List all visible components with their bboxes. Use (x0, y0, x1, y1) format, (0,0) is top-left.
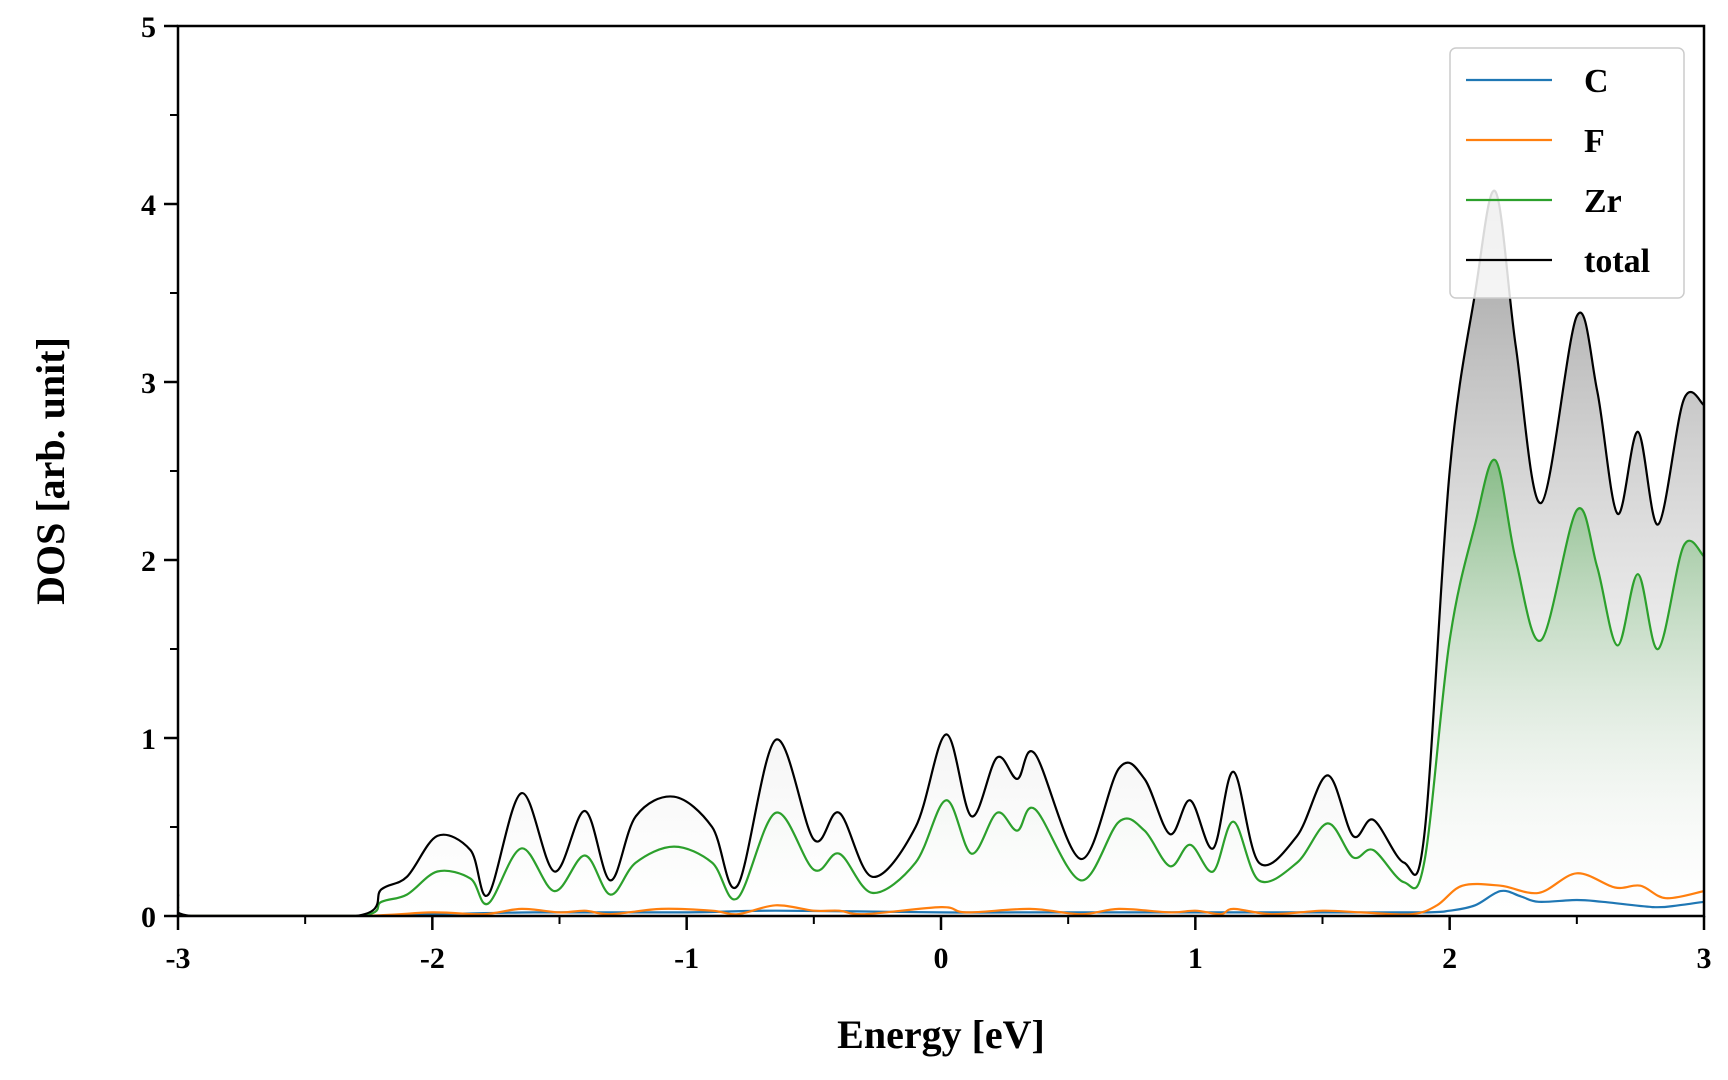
legend: CF Zr total (1449, 47, 1685, 299)
x-tick-label: 3 (1697, 942, 1712, 975)
y-tick-label: 0 (141, 901, 156, 934)
legend-label-f: F (1584, 123, 1605, 160)
area-fill-zr (178, 459, 1704, 916)
legend-label-c: C (1584, 63, 1609, 100)
series-line-f (178, 872, 1704, 916)
legend-label-zr: Zr (1584, 183, 1622, 220)
y-axis-title: DOS [arb. unit] (28, 337, 73, 605)
x-tick-label: 2 (1442, 942, 1457, 975)
y-tick-label: 4 (141, 189, 156, 222)
legend-label-total: total (1584, 243, 1650, 280)
x-tick-label: 0 (934, 942, 949, 975)
x-axis-title: Energy [eV] (837, 1012, 1045, 1057)
series-line-zr (178, 458, 1704, 916)
y-tick-label: 3 (141, 367, 156, 400)
area-fills (178, 190, 1704, 916)
series-lines (178, 189, 1704, 916)
x-tick-label: -2 (420, 942, 445, 975)
x-tick-label: 1 (1188, 942, 1203, 975)
legend-box (1449, 47, 1685, 299)
y-tick-label: 1 (141, 723, 156, 756)
x-tick-label: -1 (674, 942, 699, 975)
y-tick-label: 5 (141, 11, 156, 44)
x-axis-ticks: -3 -2 -1 0 1 2 3 (166, 916, 1712, 975)
x-tick-label: -3 (166, 942, 191, 975)
series-line-c (178, 889, 1704, 916)
y-tick-label: 2 (141, 545, 156, 578)
series-line-total (178, 189, 1704, 916)
y-axis-ticks: 0 1 2 3 4 5 (141, 11, 178, 934)
